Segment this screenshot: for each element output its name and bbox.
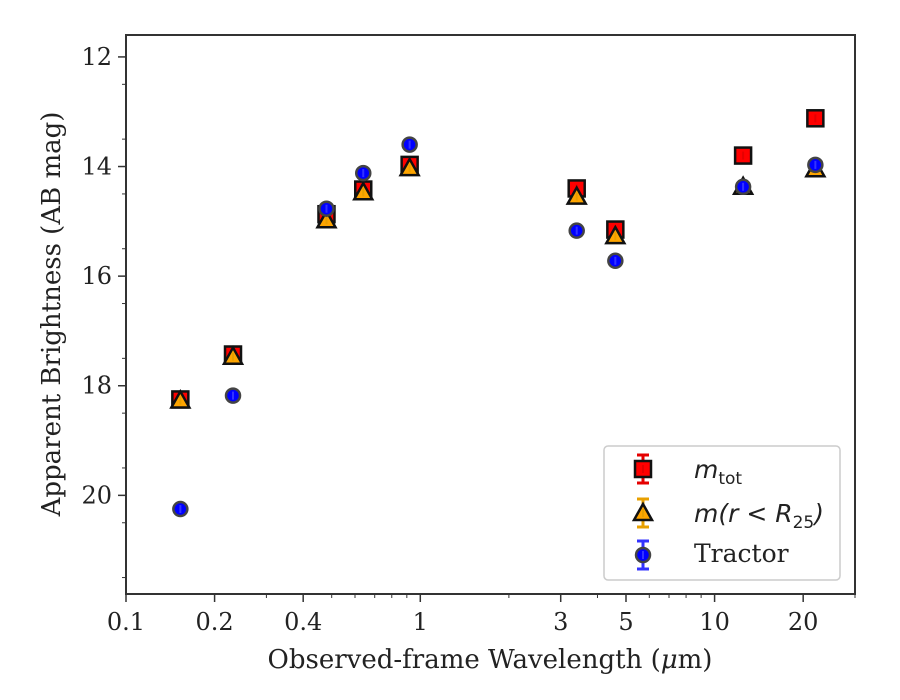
y-tick-label: 18 [81,372,112,400]
legend-label-mtot: mtot [694,455,742,489]
data-marks [169,109,827,518]
x-tick-label: 20 [788,608,819,636]
x-tick-label: 5 [618,608,633,636]
x-axis: 0.1 0.2 0.4 1 3 5 10 20 [107,594,856,636]
y-axis-title: Apparent Brightness (AB mag) [37,112,67,518]
x-tick-label: 1 [413,608,428,636]
y-tick-label: 16 [81,262,112,290]
x-tick-label: 0.1 [107,608,145,636]
x-tick-label: 0.4 [284,608,322,636]
legend-label-tractor: Tractor [694,539,789,568]
y-axis: 12 14 16 18 20 [81,43,126,579]
x-axis-title: Observed-frame Wavelength (μm) [268,645,713,675]
x-tick-label: 10 [699,608,730,636]
y-tick-label: 20 [81,481,112,509]
y-tick-label: 12 [81,43,112,71]
x-tick-label: 0.2 [196,608,234,636]
x-tick-label: 3 [553,608,568,636]
legend-box [603,445,841,581]
legend-label-mr25: m(r < R25) [694,499,824,533]
y-tick-label: 14 [81,153,112,181]
legend: mtot m(r < R25) Tractor [603,445,841,581]
